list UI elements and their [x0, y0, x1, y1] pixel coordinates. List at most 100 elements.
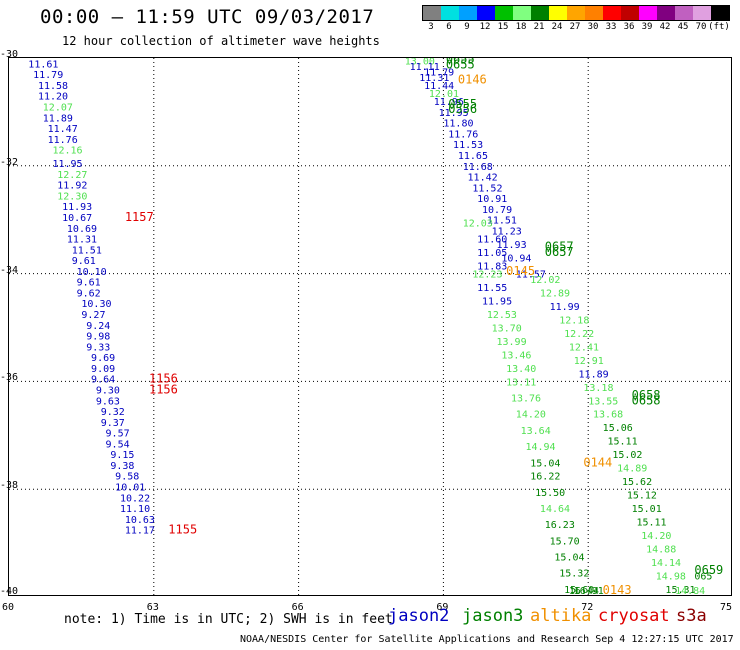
color-swatch	[477, 6, 495, 20]
wave-height-label: 13.99	[496, 337, 526, 348]
wave-height-label: 9.15	[110, 450, 134, 461]
wave-height-label: 0657	[545, 240, 574, 254]
wave-height-label: 0145	[506, 264, 535, 278]
wave-height-label: 15.04	[554, 553, 584, 564]
wave-height-label: 15.62	[622, 477, 652, 488]
wave-height-label: 0659	[694, 563, 723, 577]
wave-height-label: 15.06	[603, 423, 633, 434]
color-swatch	[657, 6, 675, 20]
wave-height-label: 11.44	[424, 81, 454, 92]
wave-height-label: 9.63	[96, 396, 120, 407]
wave-height-label: 10.10	[77, 267, 107, 278]
wave-height-label: 9.62	[77, 288, 101, 299]
wave-height-label: 14.94	[525, 442, 555, 453]
wave-height-label: 13.46	[501, 350, 531, 361]
wave-height-label: 11.93	[496, 240, 526, 251]
wave-height-label: 11.76	[48, 135, 78, 146]
wave-height-label: 11.11	[410, 62, 440, 73]
y-tick-label: -38	[0, 480, 19, 492]
wave-height-label: 11.80	[443, 119, 473, 130]
color-swatch	[639, 6, 657, 20]
wave-height-label: 11.93	[62, 202, 92, 213]
wave-height-label: 11.61	[28, 59, 58, 70]
wave-height-label: 12.22	[564, 329, 594, 340]
wave-height-label: 12.89	[540, 288, 570, 299]
wave-height-label: 0555	[448, 97, 477, 111]
wave-height-label: 15.01	[632, 504, 662, 515]
wave-height-label: 0556	[448, 102, 477, 116]
color-swatch	[459, 6, 477, 20]
wave-height-label: 11.89	[43, 113, 73, 124]
color-swatch	[693, 6, 711, 20]
color-scale-label: 15	[497, 22, 509, 32]
wave-height-label: 16.91	[574, 586, 604, 595]
color-scale-label: 39	[641, 22, 653, 32]
wave-height-label: 12.01	[429, 89, 459, 100]
wave-height-label: 12.41	[569, 342, 599, 353]
wave-height-label: 12.16	[52, 146, 82, 157]
footer-credit: NOAA/NESDIS Center for Satellite Applica…	[240, 634, 734, 645]
y-tick-label: -32	[0, 156, 19, 168]
color-scale-label: 21	[533, 22, 545, 32]
wave-height-label: 10.63	[125, 515, 155, 526]
wave-height-label: 1156	[149, 382, 178, 396]
color-scale-label: 30	[587, 22, 599, 32]
wave-height-label: 11.53	[453, 140, 483, 151]
color-scale	[422, 5, 730, 21]
wave-height-label: 11.51	[72, 245, 102, 256]
wave-height-label: 10.94	[501, 253, 531, 264]
wave-height-label: 11.96	[434, 97, 464, 108]
map-plot: 11.61 11.79 11.58 11.20 12.07 11.89 11.47 11.76…	[8, 57, 732, 596]
wave-height-label: 12.07	[43, 103, 73, 114]
color-swatch	[423, 6, 441, 20]
wave-height-label: 14.64	[540, 504, 570, 515]
x-tick-label: 63	[146, 602, 159, 613]
color-swatch	[531, 6, 549, 20]
color-scale-label: 9	[464, 22, 470, 32]
wave-height-label: 14.89	[617, 464, 647, 475]
wave-height-label: 10.01	[115, 483, 145, 494]
y-tick-label: -30	[0, 49, 19, 60]
wave-height-label: 16.44	[569, 586, 599, 595]
x-tick-label: 60	[2, 602, 15, 613]
color-scale-label: 42	[659, 22, 671, 32]
wave-height-label: 0143	[603, 583, 632, 595]
page-title: 00:00 – 11:59 UTC 09/03/2017	[40, 6, 375, 28]
x-tick-label: 66	[291, 602, 304, 613]
wave-height-label: 13.40	[506, 364, 536, 375]
wave-height-label: 9.38	[110, 461, 134, 472]
wave-height-label: 14.84	[675, 586, 705, 595]
wave-height-label: 12.30	[57, 191, 87, 202]
wave-height-label: 14.98	[656, 571, 686, 582]
wave-height-label: 11.95	[482, 297, 512, 308]
wave-height-label: 9.98	[86, 332, 110, 343]
wave-height-label: 15.50	[535, 488, 565, 499]
color-scale-label: 45	[677, 22, 689, 32]
color-scale-label: 3	[428, 22, 434, 32]
wave-height-label: 0144	[583, 455, 612, 469]
wave-height-label: 15.12	[627, 491, 657, 502]
color-scale-label: 24	[551, 22, 563, 32]
wave-height-label: 9.69	[91, 353, 115, 364]
wave-height-label: 9.32	[101, 407, 125, 418]
wave-height-label: 11.76	[448, 129, 478, 140]
wave-height-label: 13.64	[521, 426, 551, 437]
wave-height-label: 9.54	[106, 439, 130, 450]
wave-height-label: 9.24	[86, 321, 110, 332]
wave-height-label: 11.31	[67, 235, 97, 246]
wave-height-label: 11.52	[472, 183, 502, 194]
page-subtitle: 12 hour collection of altimeter wave hei…	[62, 34, 380, 48]
y-tick-label: -34	[0, 264, 19, 276]
wave-height-label: 11.60	[477, 235, 507, 246]
wave-height-label: 15.11	[608, 437, 638, 448]
wave-height-label: 11.17	[125, 526, 155, 537]
wave-height-label: 11.51	[487, 216, 517, 227]
wave-height-label: 1156	[149, 372, 178, 386]
color-swatch	[513, 6, 531, 20]
wave-height-label: 15.02	[612, 450, 642, 461]
color-swatch	[621, 6, 639, 20]
wave-height-label: 16.22	[530, 472, 560, 483]
wave-height-label: 11.23	[492, 226, 522, 237]
wave-height-label: 11.55	[477, 283, 507, 294]
wave-height-label: 10.79	[482, 205, 512, 216]
